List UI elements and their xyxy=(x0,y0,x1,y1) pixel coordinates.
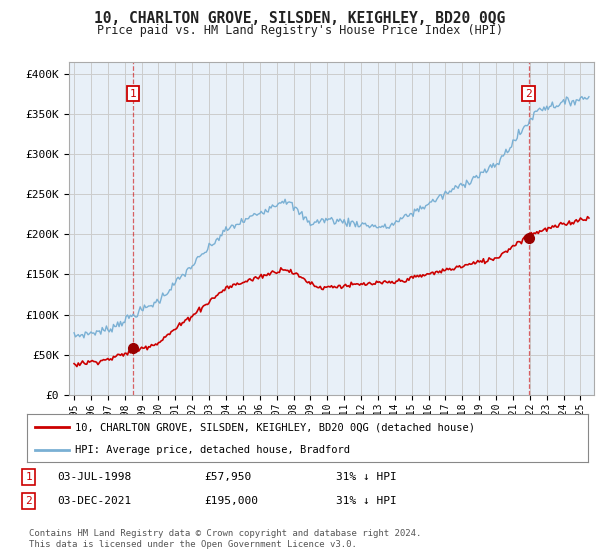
Text: 03-JUL-1998: 03-JUL-1998 xyxy=(57,472,131,482)
Text: 2: 2 xyxy=(525,88,532,99)
Text: 10, CHARLTON GROVE, SILSDEN, KEIGHLEY, BD20 0QG: 10, CHARLTON GROVE, SILSDEN, KEIGHLEY, B… xyxy=(94,11,506,26)
Text: 03-DEC-2021: 03-DEC-2021 xyxy=(57,496,131,506)
Text: Contains HM Land Registry data © Crown copyright and database right 2024.
This d: Contains HM Land Registry data © Crown c… xyxy=(29,529,421,549)
Text: 10, CHARLTON GROVE, SILSDEN, KEIGHLEY, BD20 0QG (detached house): 10, CHARLTON GROVE, SILSDEN, KEIGHLEY, B… xyxy=(74,422,475,432)
Text: Price paid vs. HM Land Registry's House Price Index (HPI): Price paid vs. HM Land Registry's House … xyxy=(97,24,503,36)
Text: HPI: Average price, detached house, Bradford: HPI: Average price, detached house, Brad… xyxy=(74,445,350,455)
Text: 1: 1 xyxy=(25,472,32,482)
Text: 2: 2 xyxy=(25,496,32,506)
Text: 31% ↓ HPI: 31% ↓ HPI xyxy=(336,472,397,482)
Text: 31% ↓ HPI: 31% ↓ HPI xyxy=(336,496,397,506)
Text: 1: 1 xyxy=(130,88,137,99)
Text: £57,950: £57,950 xyxy=(204,472,251,482)
Text: £195,000: £195,000 xyxy=(204,496,258,506)
